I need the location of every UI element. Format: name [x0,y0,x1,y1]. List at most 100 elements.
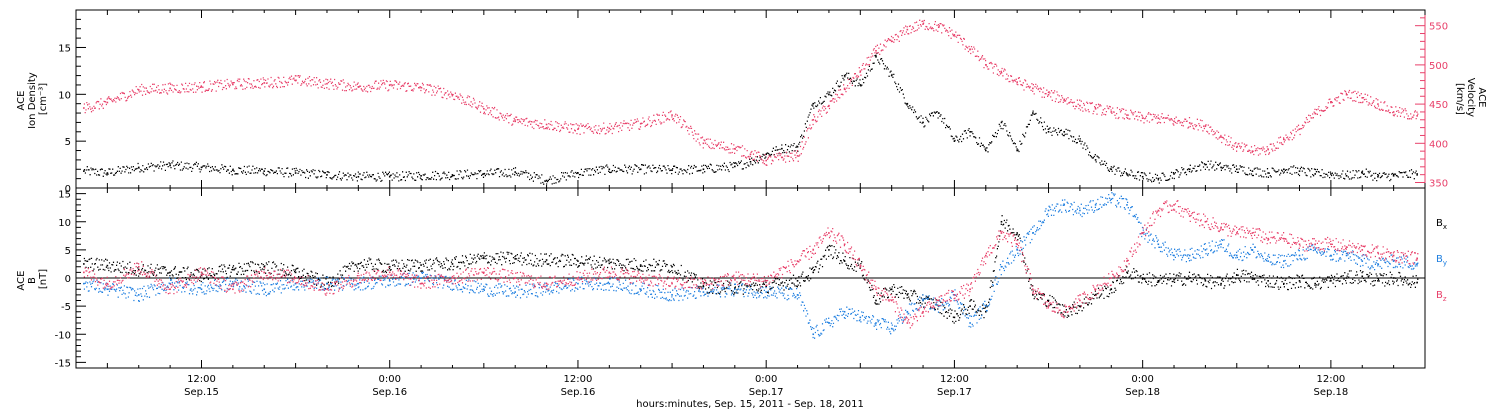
bz-point [671,282,673,285]
bx-point [294,271,297,274]
density-point [702,168,705,171]
bz-point [137,265,140,268]
density-point [1416,173,1418,175]
by-point [906,310,909,313]
density-point [890,74,893,77]
bx-point [639,264,642,266]
bz-point [1251,232,1254,234]
velocity-point [263,82,266,84]
by-point [734,288,736,291]
legend-bx-subscript: x [1443,223,1447,231]
date-tick-label: Sep.17 [749,387,784,398]
by-point [671,294,673,296]
density-point [1345,175,1348,177]
velocity-point [137,89,140,91]
bx-point [1377,280,1379,282]
bz-point [420,282,422,285]
by-point [1063,204,1066,206]
density-point [639,168,642,171]
velocity-point [1251,150,1254,152]
density-point [1188,168,1191,171]
density-point [106,172,109,174]
velocity-point [922,23,924,25]
velocity-point [83,107,85,109]
density-point [1094,159,1097,161]
by-point [1094,204,1097,206]
velocity-point [577,128,579,130]
density-point [875,56,877,58]
bx-point [169,271,171,274]
by-point [1220,243,1222,246]
density-point [1110,168,1113,171]
density-point [781,147,783,150]
velocity-axis-title-line1: ACE [1476,87,1487,107]
bz-point [169,288,171,291]
time-tick-label: 12:00 [564,374,593,385]
bz-point [1188,215,1191,217]
velocity-tick-label: 400 [1429,139,1448,150]
velocity-point [953,34,956,36]
density-point [765,153,767,156]
bz-point [875,288,877,291]
by-point [702,291,705,293]
density-point [1235,168,1238,171]
velocity-point [734,147,736,150]
bz-point [1110,277,1113,279]
density-tick-label: 0 [65,184,71,195]
density-point [294,172,297,174]
density-point [1377,175,1379,178]
density-point [937,112,940,114]
velocity-point [1016,81,1018,83]
legend-by: By [1436,254,1447,267]
time-tick-label: 12:00 [940,374,969,385]
velocity-point [294,79,297,82]
velocity-point [890,40,893,43]
bx-point [984,310,987,313]
bx-point [106,264,109,267]
bx-point [671,265,673,268]
velocity-point [1377,103,1379,105]
bx-point [1392,277,1395,279]
velocity-point [1345,93,1348,96]
velocity-point [1173,120,1175,123]
velocity-point [1126,114,1128,116]
bz-point [294,277,297,279]
velocity-point [843,87,846,90]
by-point [1251,249,1254,251]
bz-point [1345,246,1348,248]
bx-point [83,263,85,265]
bz-point [326,288,328,291]
bx-point [1126,271,1128,274]
bx-point [1330,280,1332,282]
by-point [1016,249,1018,251]
velocity-point [1330,101,1332,104]
plasma-panel: 0 5 10 15 350 400 450 500 550 ACE Ion Density [… [16,9,1487,195]
field-tick-label: -15 [55,358,71,369]
by-point [1173,254,1175,257]
density-point [1330,173,1332,175]
density-tick-label: 10 [58,90,71,101]
field-tick-label: -5 [61,302,71,313]
density-point [1063,130,1066,133]
density-point [83,170,85,172]
velocity-tick-label: 550 [1429,22,1448,33]
bx-point [969,305,971,307]
bz-point [1330,243,1332,246]
velocity-point [1416,115,1418,117]
velocity-point [671,114,673,116]
date-tick-label: Sep.15 [184,387,219,398]
by-point [1032,232,1034,234]
by-point [859,316,862,319]
by-point [483,288,485,291]
density-point [232,169,234,171]
velocity-tick-label: 450 [1429,100,1448,111]
by-point [1110,198,1113,201]
bz-point [1032,288,1034,291]
by-point [294,282,297,285]
density-point [200,166,203,169]
bz-point [83,271,85,274]
bz-point [1047,305,1050,307]
time-tick-label: 12:00 [187,374,216,385]
bz-point [843,243,846,246]
velocity-point [514,120,517,123]
